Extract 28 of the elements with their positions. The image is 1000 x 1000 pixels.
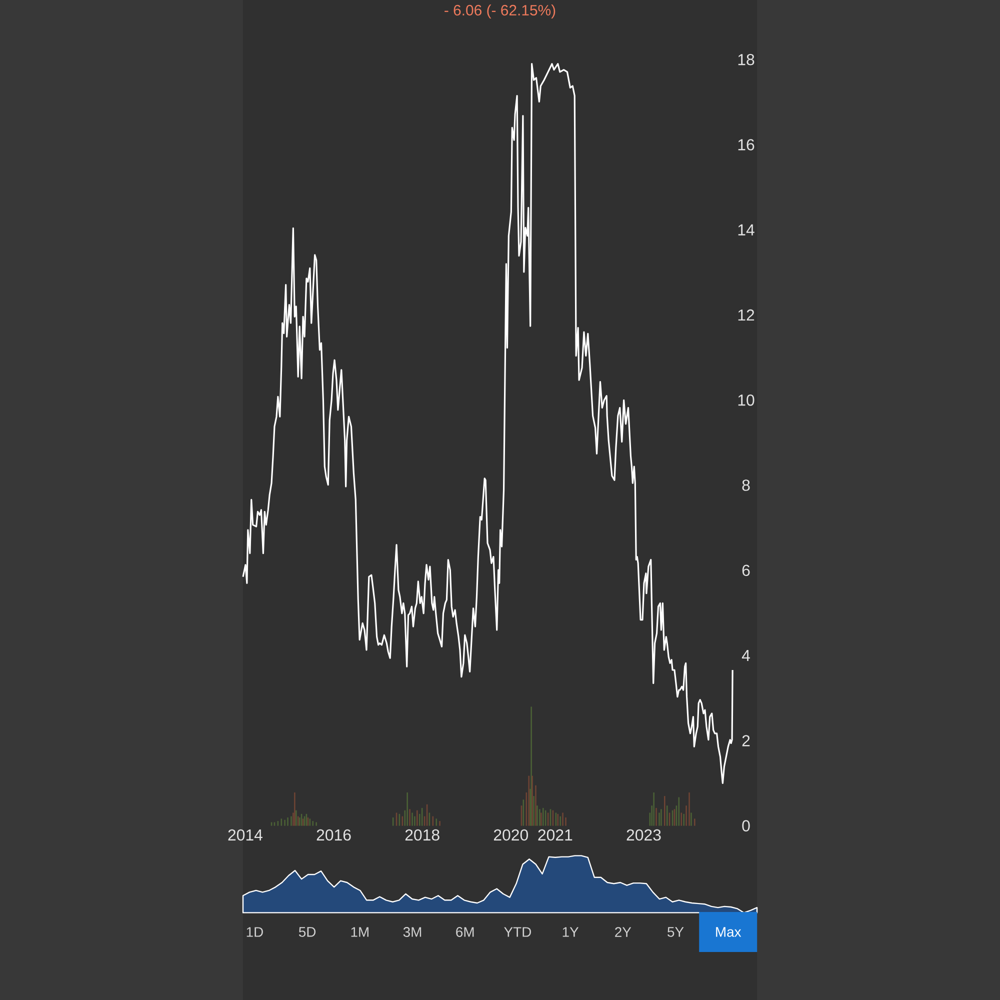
category-label: 6M: [456, 927, 474, 937]
x-tick-label: 2023: [626, 829, 661, 841]
category-label: YTD: [504, 927, 531, 937]
category-label: 1D: [246, 927, 263, 937]
y-tick-label: 2: [742, 735, 750, 746]
y-tick-label: 0: [742, 820, 750, 832]
category-label: 2Y: [615, 927, 632, 937]
category-label: Max: [716, 927, 742, 937]
x-tick-label: 2020: [494, 829, 528, 841]
chart-title: - 6.06 (- 62.15%): [444, 4, 556, 18]
y-tick-label: 6: [742, 564, 750, 576]
y-tick-label: 12: [738, 309, 754, 321]
category-label: 3M: [403, 927, 422, 937]
x-tick-label: 2014: [228, 829, 262, 841]
category-label: 5D: [298, 927, 316, 937]
y-tick-label: 8: [742, 480, 750, 491]
x-tick-label: 2021: [538, 829, 572, 841]
x-tick-label: 2016: [316, 829, 351, 841]
line-series: [242, 63, 734, 784]
y-tick-label: 16: [738, 139, 754, 150]
y-tick-label: 18: [738, 54, 754, 66]
category-label: 1M: [351, 927, 368, 937]
y-tick-label: 10: [738, 394, 754, 406]
category-label: 1Y: [562, 927, 579, 937]
y-tick-label: 14: [738, 224, 754, 236]
category-label: 5Y: [668, 927, 684, 937]
x-tick-label: 2018: [405, 829, 440, 841]
y-tick-label: 4: [742, 650, 750, 662]
